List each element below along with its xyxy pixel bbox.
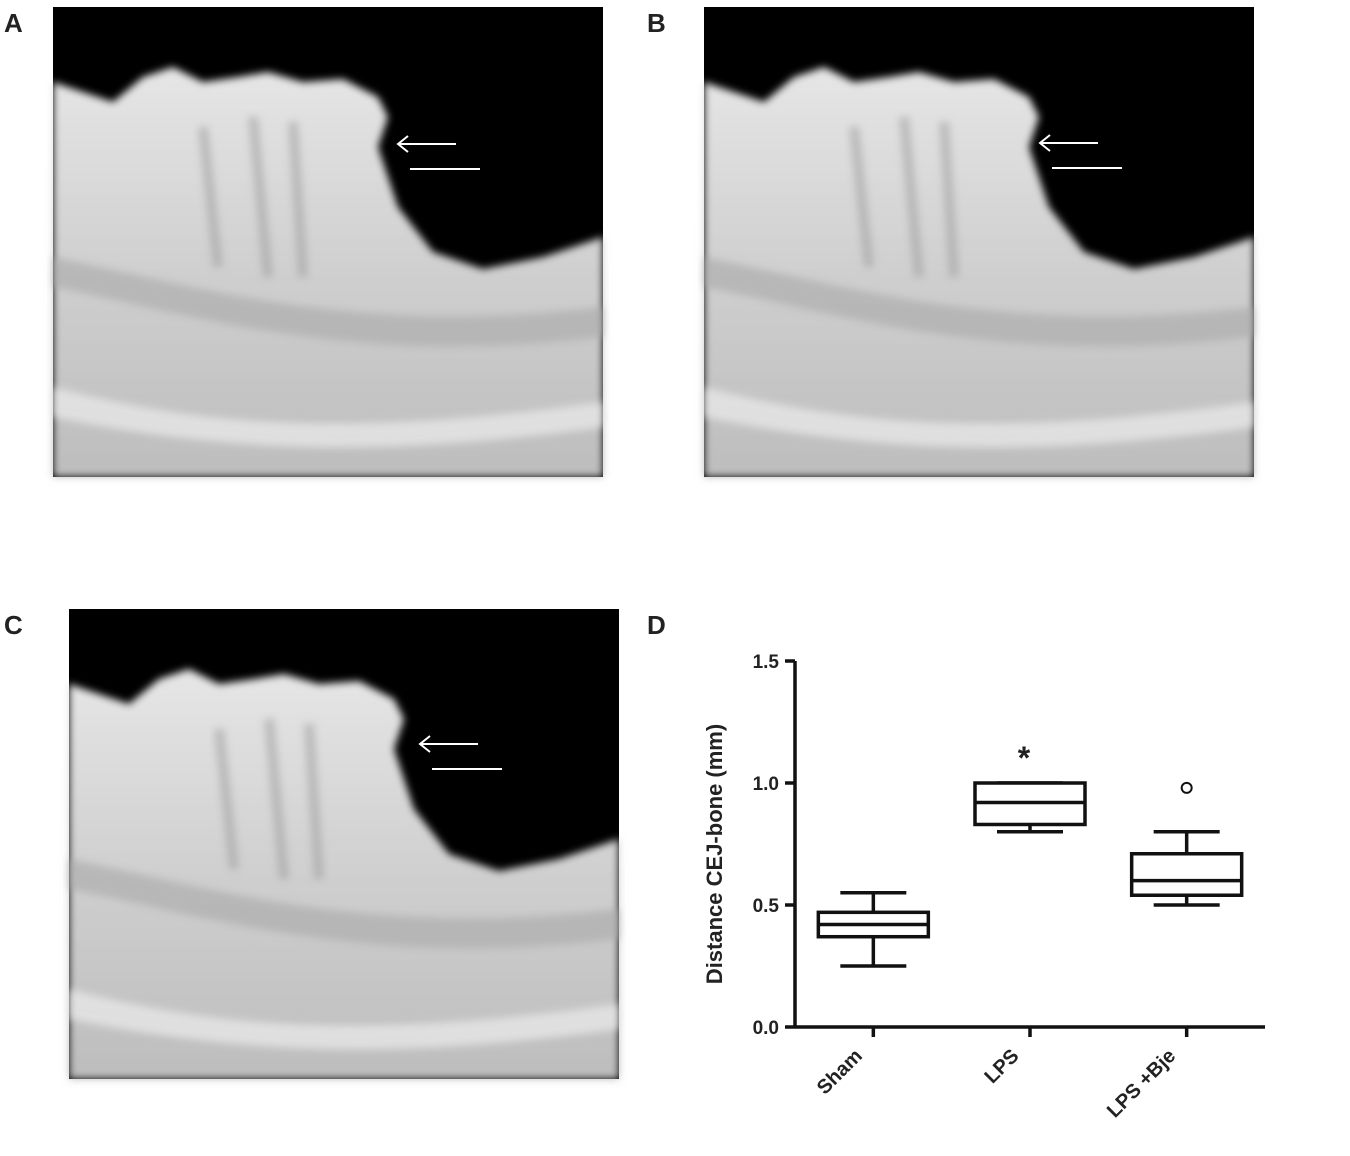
box [1129, 852, 1244, 897]
outlier [1180, 781, 1193, 794]
panel-label: C [4, 610, 23, 640]
significance-marker: * [1018, 740, 1031, 776]
panel-label: A [4, 8, 23, 38]
y-axis-label: Distance CEJ-bone (mm) [702, 724, 727, 984]
y-tick-label: 0.0 [753, 1018, 779, 1039]
panel-label: D [647, 610, 666, 640]
panel-label: B [647, 8, 666, 38]
xray-image [53, 7, 603, 477]
y-tick-label: 1.5 [753, 652, 780, 673]
y-tick-label: 1.0 [753, 774, 779, 795]
xray-image [704, 7, 1254, 477]
x-tick-label: LPS [980, 1045, 1023, 1088]
box-plot: 0.0 0.5 1.0 1.5 Distance CEJ-bone (mm) Sham LP… [702, 652, 1265, 1122]
x-tick-label: LPS +Bje [1103, 1045, 1180, 1122]
y-tick-label: 0.5 [753, 896, 780, 917]
xray-image [69, 609, 619, 1079]
x-tick-label: Sham [813, 1045, 867, 1099]
